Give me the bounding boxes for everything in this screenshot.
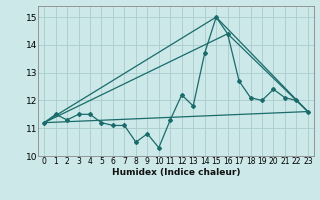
X-axis label: Humidex (Indice chaleur): Humidex (Indice chaleur): [112, 168, 240, 177]
